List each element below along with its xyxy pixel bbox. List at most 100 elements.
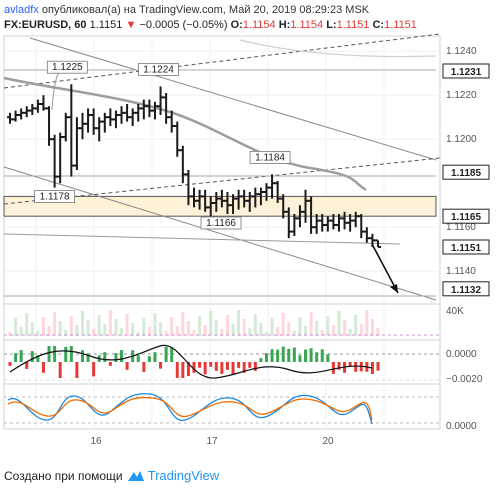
- volume-bar: [41, 317, 45, 336]
- macd-histogram-bar: [370, 362, 374, 374]
- last-price: 1.1151: [89, 19, 123, 31]
- macd-histogram-bar: [30, 351, 34, 362]
- ohlc-bar: [235, 189, 242, 210]
- ohlc-bar: [324, 216, 331, 232]
- ohlc-bar: [18, 108, 25, 120]
- long-ma-line: [239, 39, 437, 58]
- macd-histogram-bar: [41, 362, 45, 373]
- macd-histogram-bar: [253, 362, 257, 371]
- ohlc-bar: [191, 187, 197, 208]
- ohlc-bar: [151, 101, 158, 120]
- volume-bar: [64, 330, 68, 336]
- macd-histogram-bar: [192, 362, 196, 373]
- macd-axis-label: −0.0020: [446, 374, 483, 385]
- macd-histogram-bar: [276, 349, 280, 362]
- ohlc-bar: [302, 189, 309, 223]
- macd-axis-label: 0.0000: [446, 349, 477, 360]
- volume-bar: [36, 331, 40, 336]
- high-value: 1.1154: [290, 19, 324, 31]
- volume-bar: [159, 322, 163, 336]
- price-highlight: 1.1165: [442, 208, 490, 224]
- volume-bar: [25, 313, 29, 336]
- volume-bar: [253, 314, 257, 336]
- price-annotations: 1.1225 1.1224 1.1184 1.1178 1.1166: [34, 60, 291, 230]
- volume-bar: [242, 319, 246, 336]
- volume-bar: [192, 330, 196, 336]
- volume-bar: [359, 324, 363, 336]
- resistance-zone[interactable]: [3, 195, 437, 217]
- volume-bar: [376, 328, 380, 336]
- forecast-arrow-line: [371, 243, 399, 294]
- volume-bar: [75, 325, 79, 336]
- chart-header: avladfx опубликовал(а) на TradingView.co…: [4, 3, 417, 33]
- macd-histogram-bar: [114, 353, 118, 362]
- ohlc-bar: [202, 189, 209, 212]
- volume-bar: [348, 329, 352, 336]
- macd-histogram-bar: [75, 362, 79, 378]
- price-highlight-label: 1.1151: [451, 243, 481, 254]
- macd-histogram-bar: [164, 346, 168, 362]
- macd-histogram-bar: [58, 362, 62, 378]
- ohlc-bar: [40, 95, 47, 111]
- ohlc-bar: [319, 214, 326, 232]
- ohlc-bar: [341, 211, 348, 230]
- support-line: [3, 233, 401, 245]
- ohlc-bar: [375, 239, 381, 248]
- volume-bar: [97, 315, 101, 336]
- volume-bar: [120, 328, 124, 336]
- price-highlight: 1.1185: [442, 164, 490, 180]
- ohlc-bar: [363, 227, 370, 243]
- symbol-line: FX:EURUSD, 60 1.1151 ▼ −0.0005 (−0.05%) …: [4, 18, 417, 33]
- brand-name: TradingView: [147, 468, 220, 483]
- time-tick-label: 16: [90, 436, 102, 447]
- price-highlight-label: 1.1185: [451, 168, 481, 179]
- volume-bar: [170, 317, 174, 336]
- trend-drawings[interactable]: [3, 33, 441, 301]
- ohlc-bar: [7, 112, 13, 124]
- ohlc-bar: [179, 145, 186, 184]
- volume-bar: [142, 318, 146, 336]
- price-change: −0.0005 (−0.05%): [139, 19, 228, 31]
- macd-histogram-bar: [86, 353, 90, 362]
- publish-line: avladfx опубликовал(а) на TradingView.co…: [4, 3, 417, 18]
- ohlc-bar: [246, 192, 253, 212]
- publish-info: опубликовал(а) на TradingView.com, Май 2…: [41, 4, 370, 16]
- channel-upper-line: [29, 37, 437, 161]
- price-highlight-label: 1.1165: [451, 212, 481, 223]
- macd-histogram-bar: [103, 352, 107, 362]
- ohlc-bar: [96, 117, 103, 142]
- volume-bar: [365, 310, 369, 336]
- volume-bar: [114, 319, 118, 336]
- ohlc-bar: [274, 181, 281, 203]
- author-name[interactable]: avladfx: [4, 4, 39, 16]
- volume-bar: [298, 317, 302, 336]
- symbol: FX:EURUSD, 60: [4, 19, 87, 31]
- ohlc-bar: [352, 211, 359, 228]
- macd-histogram-bar: [136, 355, 140, 362]
- tradingview-brand[interactable]: TradingView: [127, 468, 220, 483]
- macd-line: [9, 344, 373, 379]
- macd-histogram-bar: [198, 362, 202, 368]
- price-tick-label: 1.1140: [446, 266, 476, 277]
- price-highlight: 1.1151: [442, 239, 490, 255]
- ohlc-bar: [146, 99, 153, 118]
- price-annotation: 1.1184: [249, 150, 291, 164]
- ohlc-bar: [230, 194, 237, 214]
- volume-bar: [231, 324, 235, 336]
- time-tick-label: 20: [322, 436, 334, 447]
- macd-histogram-bar: [315, 352, 319, 362]
- ohlc-bar: [313, 214, 320, 234]
- ohlc-bar: [34, 99, 41, 113]
- price-bars: [7, 84, 381, 248]
- annotation-text: 1.1178: [40, 192, 70, 203]
- macd-histogram-bar: [14, 353, 18, 362]
- volume-bar: [292, 331, 296, 336]
- annotation-text: 1.1224: [143, 64, 174, 75]
- macd-histogram-bar: [242, 362, 246, 373]
- macd-histogram-bar: [264, 353, 268, 362]
- macd-histogram-bar: [292, 347, 296, 362]
- macd-histogram-bar: [69, 346, 73, 362]
- macd-histogram-bar: [225, 362, 229, 370]
- ohlc-bar: [12, 110, 19, 122]
